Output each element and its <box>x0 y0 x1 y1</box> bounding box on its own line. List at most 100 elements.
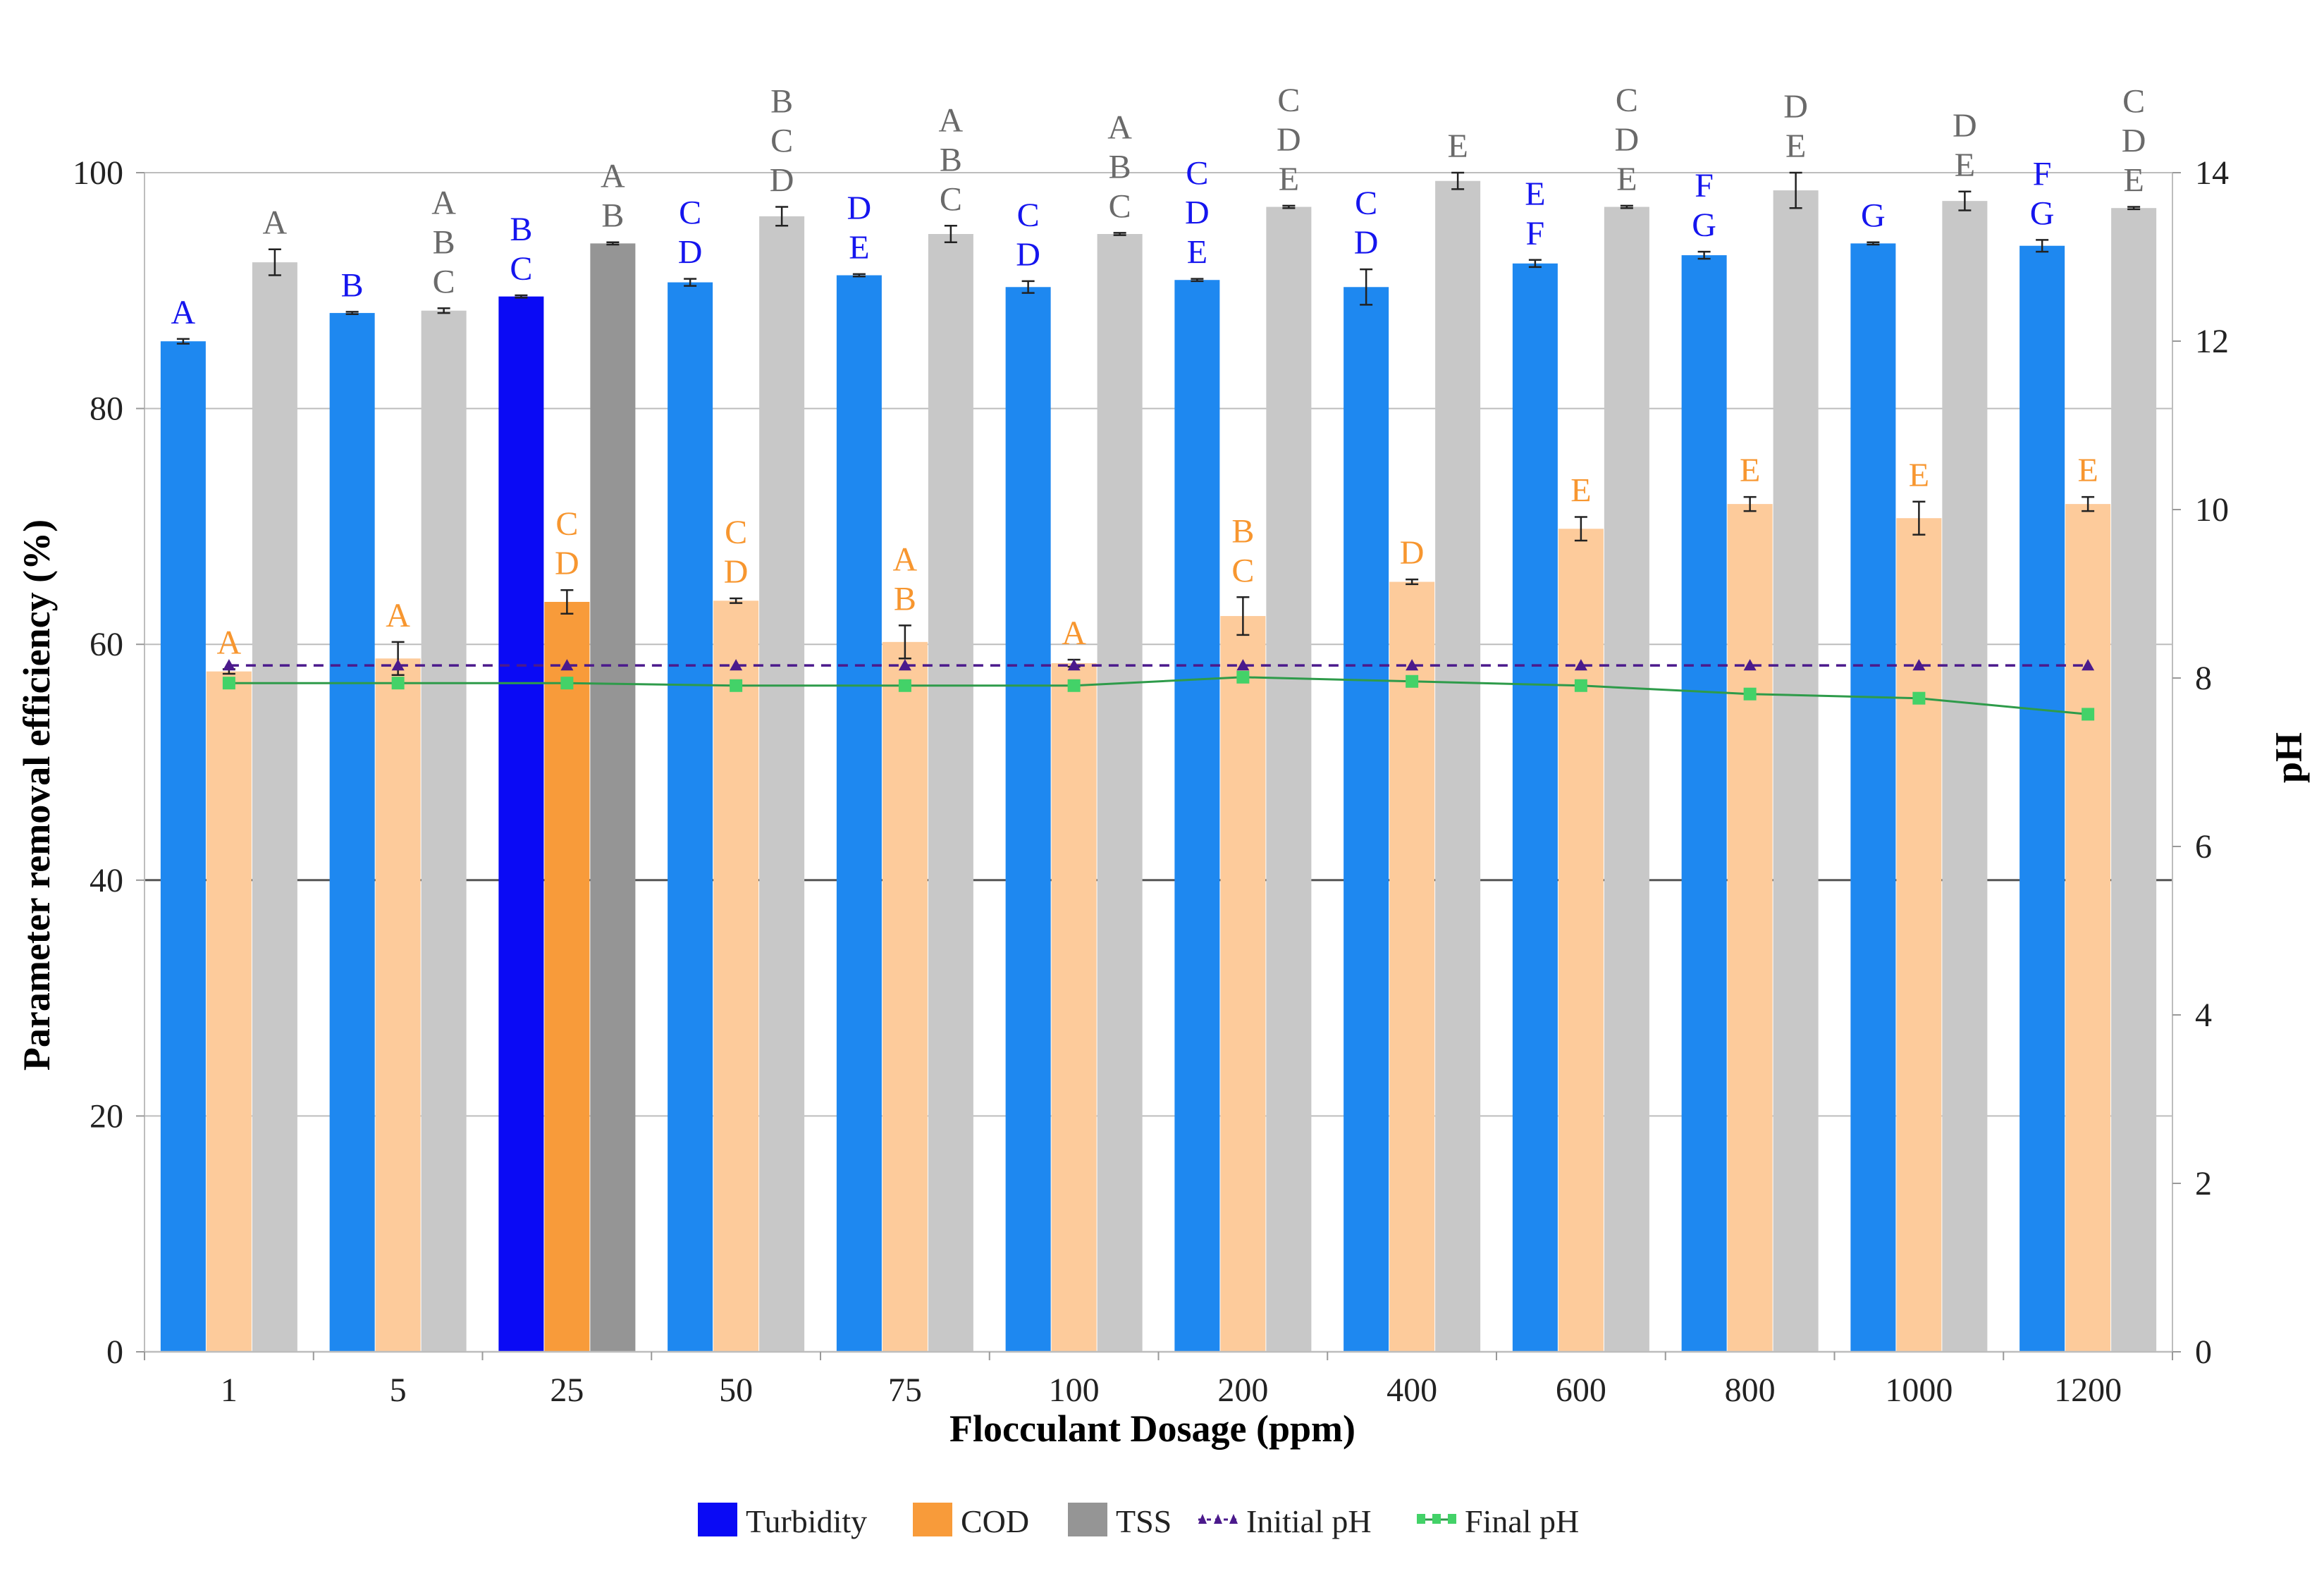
initial-ph-marker <box>1236 659 1250 671</box>
initial-ph-marker <box>560 659 574 671</box>
final-ph-marker <box>898 679 911 692</box>
bar-cod-100 <box>1051 663 1097 1352</box>
significance-label: G <box>2030 195 2055 232</box>
significance-label: D <box>1354 224 1379 261</box>
initial-ph-marker <box>2082 659 2095 671</box>
significance-label: E <box>1909 457 1929 494</box>
y-tick-label: 20 <box>90 1097 123 1135</box>
y-axis-title: Parameter removal efficiency (%) <box>16 519 58 1071</box>
significance-label: C <box>1017 197 1040 234</box>
legend-swatch-tss <box>1068 1503 1107 1536</box>
bar-turbidity-100 <box>1005 287 1051 1352</box>
significance-label: A <box>601 158 625 195</box>
x-tick-label: 200 <box>1217 1372 1268 1409</box>
bar-turbidity-50 <box>668 282 713 1352</box>
significance-label: B <box>341 266 364 304</box>
significance-label: B <box>940 141 962 178</box>
gridlines <box>145 172 2172 1117</box>
significance-label: A <box>893 541 918 578</box>
significance-label: D <box>1615 121 1640 159</box>
final-ph-marker <box>391 677 405 690</box>
y2-tick-label: 12 <box>2195 323 2229 360</box>
significance-label: E <box>1447 128 1468 165</box>
significance-label: A <box>1107 109 1132 146</box>
final-ph-marker <box>560 677 574 690</box>
significance-label: G <box>1692 207 1716 244</box>
legend-final-ph-marker <box>1448 1514 1456 1524</box>
bar-turbidity-200 <box>1174 280 1220 1352</box>
final-ph-marker <box>222 677 235 690</box>
final-ph-marker <box>1574 679 1587 692</box>
initial-ph-marker <box>391 659 405 671</box>
bar-turbidity-800 <box>1681 255 1727 1352</box>
bar-cod-5 <box>375 658 421 1352</box>
bar-turbidity-400 <box>1344 287 1389 1352</box>
significance-label: D <box>724 553 749 591</box>
final-ph-marker <box>1743 687 1757 701</box>
bar-cod-800 <box>1727 504 1773 1352</box>
y-tick-label: 100 <box>73 154 123 192</box>
x-tick-label: 1 <box>221 1372 238 1409</box>
y-tick-label: 40 <box>90 862 123 899</box>
bar-tss-25 <box>590 243 636 1352</box>
final-ph-line <box>228 676 2089 715</box>
bar-turbidity-75 <box>836 275 882 1352</box>
significance-label: D <box>1400 534 1425 572</box>
ph-lines <box>222 659 2095 721</box>
y2-tick-label: 0 <box>2195 1333 2212 1371</box>
y2-tick-label: 6 <box>2195 828 2212 865</box>
significance-label: F <box>1526 215 1545 252</box>
x-axis-title: Flocculant Dosage (ppm) <box>949 1407 1355 1450</box>
y2-tick-label: 8 <box>2195 660 2212 697</box>
significance-label: C <box>1231 552 1254 589</box>
initial-ph-marker <box>1406 659 1419 671</box>
bars <box>160 180 2157 1353</box>
significance-label: F <box>2033 155 2052 192</box>
bar-cod-1200 <box>2065 504 2111 1352</box>
significance-label: B <box>1231 512 1254 550</box>
initial-ph-marker <box>1574 659 1587 671</box>
y2-axis-title: pH <box>2268 732 2310 783</box>
y2-tick-label: 4 <box>2195 997 2212 1034</box>
bar-tss-600 <box>1604 207 1649 1353</box>
bar-turbidity-1200 <box>2019 245 2065 1352</box>
significance-label: G <box>1861 197 1886 235</box>
initial-ph-marker <box>730 659 743 671</box>
x-tick-label: 5 <box>390 1372 407 1409</box>
bar-tss-5 <box>421 310 467 1353</box>
significance-label: A <box>1062 615 1086 652</box>
significance-label: B <box>433 223 455 261</box>
final-ph-marker <box>2082 708 2095 721</box>
bar-cod-50 <box>713 600 759 1352</box>
significance-label: C <box>940 180 962 218</box>
legend-label: Final pH <box>1465 1503 1579 1539</box>
bar-cod-400 <box>1389 581 1435 1352</box>
bar-cod-200 <box>1220 616 1266 1352</box>
bar-tss-400 <box>1435 180 1481 1353</box>
initial-ph-marker <box>222 659 235 671</box>
final-ph-marker <box>1236 670 1250 684</box>
significance-label: D <box>1016 236 1040 273</box>
bar-tss-200 <box>1266 207 1312 1353</box>
x-tick-label: 1200 <box>2054 1372 2122 1409</box>
significance-label: E <box>1525 175 1545 213</box>
significance-label: C <box>510 250 532 288</box>
y2-tick-label: 10 <box>2195 491 2229 529</box>
error-bars <box>176 171 2141 676</box>
significance-label: F <box>1695 167 1714 204</box>
significance-label: E <box>1279 161 1299 198</box>
final-ph-marker <box>730 679 743 692</box>
significance-label: C <box>2122 83 2145 121</box>
y2-tick-label: 2 <box>2195 1165 2212 1202</box>
final-ph-marker <box>1067 679 1081 692</box>
significance-label: B <box>601 197 624 235</box>
significance-label: B <box>1109 148 1131 185</box>
significance-label: B <box>510 211 532 248</box>
initial-ph-marker <box>1067 659 1081 671</box>
bar-cod-1 <box>206 671 252 1352</box>
bar-turbidity-1000 <box>1850 243 1896 1352</box>
significance-label: C <box>1277 82 1300 119</box>
significance-label: E <box>2123 162 2144 199</box>
